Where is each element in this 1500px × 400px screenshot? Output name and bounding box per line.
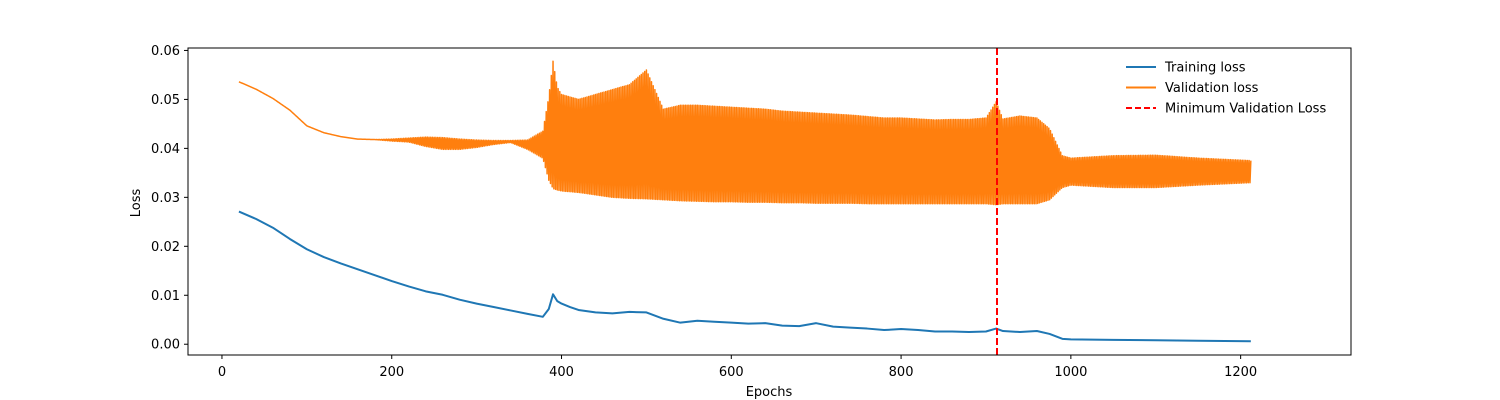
y-tick-label: 0.04 xyxy=(151,142,180,157)
y-tick-label: 0.05 xyxy=(151,93,180,108)
x-tick-label: 200 xyxy=(379,365,404,380)
x-tick-label: 1000 xyxy=(1054,365,1087,380)
x-tick-label: 600 xyxy=(719,365,744,380)
x-tick-label: 400 xyxy=(549,365,574,380)
x-axis-ticks: 0 200 400 600 800 1000 1200 xyxy=(218,355,1257,380)
legend-label-minimum-validation-loss: Minimum Validation Loss xyxy=(1165,102,1326,117)
y-axis-label: Loss xyxy=(129,189,144,218)
y-tick-label: 0.03 xyxy=(151,191,180,206)
x-tick-label: 800 xyxy=(889,365,914,380)
axes-frame xyxy=(187,47,1352,356)
y-tick-label: 0.02 xyxy=(151,240,180,255)
y-axis-ticks: 0.00 0.01 0.02 0.03 0.04 0.05 0.06 xyxy=(151,44,188,353)
legend: Training loss Validation loss Minimum Va… xyxy=(1126,61,1326,117)
y-tick-label: 0.01 xyxy=(151,289,180,304)
y-tick-label: 0.00 xyxy=(151,338,180,353)
x-tick-label: 1200 xyxy=(1224,365,1257,380)
legend-label-validation-loss: Validation loss xyxy=(1165,81,1259,96)
x-tick-label: 0 xyxy=(218,365,226,380)
x-axis-label: Epochs xyxy=(746,385,793,400)
series-line-validation-loss xyxy=(238,60,1252,206)
y-tick-label: 0.06 xyxy=(151,44,180,59)
legend-label-training-loss: Training loss xyxy=(1164,61,1246,76)
